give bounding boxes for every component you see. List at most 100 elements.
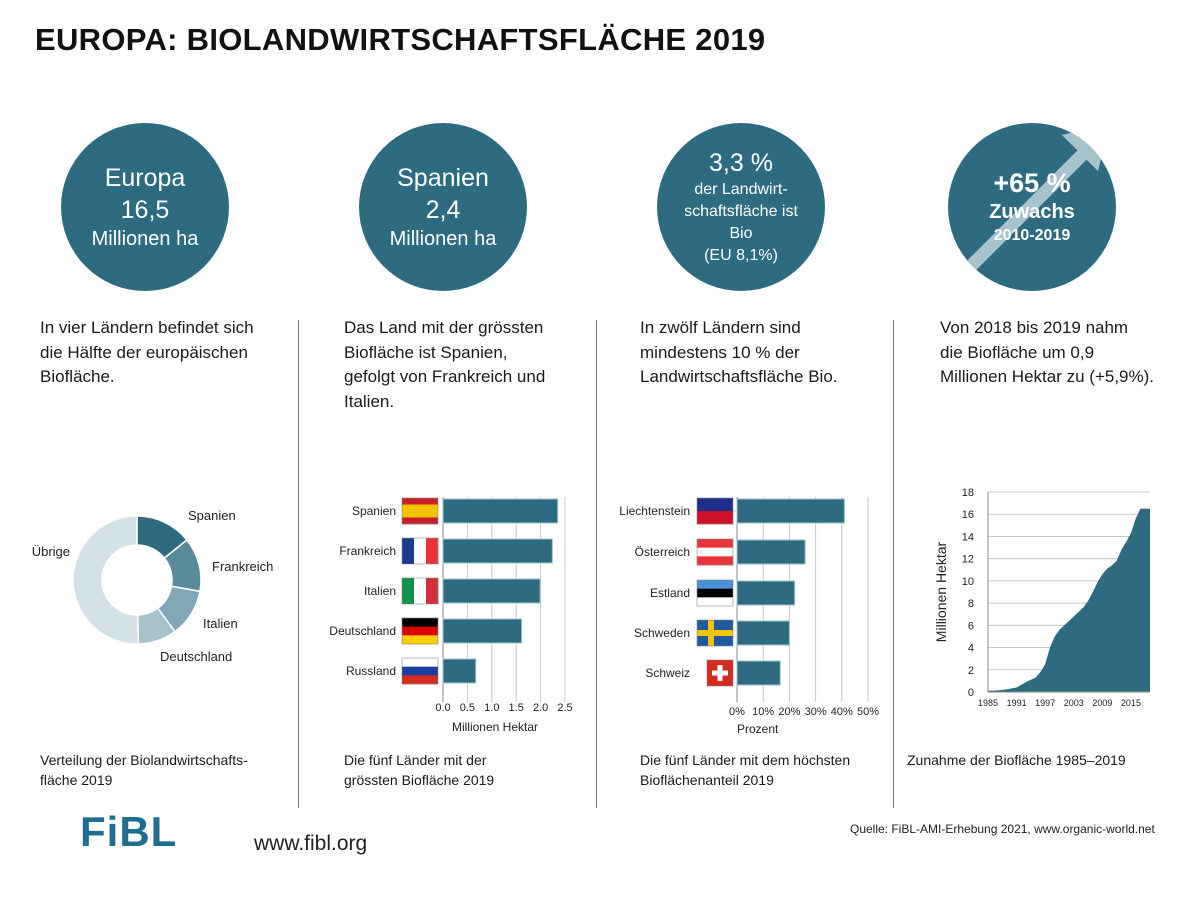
bar-schweden: [736, 620, 790, 646]
bar-frankreich: [442, 538, 553, 564]
bar-italien: [442, 578, 541, 604]
circle-unit: Millionen ha: [91, 228, 199, 250]
flag-liechtenstein-icon: [696, 497, 734, 525]
x-tick-label: 50%: [857, 706, 879, 718]
circle-text: schaftsfläche ist: [684, 203, 798, 220]
category-label: Schweden: [634, 626, 690, 640]
stat-circle-europe: Europa 16,5 Millionen ha: [61, 123, 229, 291]
category-label: Liechtenstein: [619, 504, 690, 518]
y-tick-label: 4: [968, 643, 974, 655]
x-tick-label: 40%: [831, 706, 853, 718]
donut-label: Italien: [203, 616, 238, 631]
circle-text: der Landwirt-: [694, 181, 788, 198]
stat-circle-growth: +65 % Zuwachs 2010-2019: [948, 123, 1116, 291]
circle-label: Spanien: [397, 164, 489, 192]
x-tick-label: 2015: [1121, 698, 1141, 708]
circle-text: Bio: [729, 225, 753, 242]
x-axis-title: Millionen Hektar: [452, 720, 538, 734]
bar-estland: [736, 580, 796, 606]
y-tick-label: 18: [962, 487, 974, 499]
stat-circle-share: 3,3 % der Landwirt- schaftsfläche ist Bi…: [657, 123, 825, 291]
description-4: Von 2018 bis 2019 nahm die Biofläche um …: [940, 318, 1155, 386]
x-tick-label: 2.0: [533, 702, 548, 714]
flag-russland-icon: [401, 657, 439, 685]
donut-label: Spanien: [188, 508, 236, 523]
x-tick-label: 1.0: [484, 702, 499, 714]
x-tick-label: 1.5: [509, 702, 524, 714]
category-label: Deutschland: [329, 624, 396, 638]
description-2: Das Land mit der grössten Biofläche ist …: [344, 318, 546, 411]
category-label: Russland: [346, 664, 396, 678]
circle-value: 16,5: [120, 196, 170, 224]
y-tick-label: 12: [962, 554, 974, 566]
x-tick-label: 10%: [752, 706, 774, 718]
website-link[interactable]: www.fibl.org: [254, 832, 368, 855]
y-tick-label: 14: [962, 531, 974, 543]
donut-label: Frankreich: [212, 559, 273, 574]
area-series: [988, 508, 1150, 692]
x-tick-label: 2.5: [557, 702, 572, 714]
circle-label: Europa: [104, 164, 186, 192]
circle-text: (EU 8,1%): [704, 247, 778, 264]
bar-russland: [442, 658, 477, 684]
donut-label: Deutschland: [160, 649, 232, 664]
column-divider: [298, 320, 299, 808]
x-tick-label: 1985: [978, 698, 998, 708]
flag-italien-icon: [401, 577, 439, 605]
category-label: Estland: [650, 586, 690, 600]
x-tick-label: 0.0: [435, 702, 450, 714]
caption-bar-area: Die fünf Länder mit der grössten Biofläc…: [344, 752, 495, 788]
bar-liechtenstein: [736, 498, 845, 524]
category-label: Spanien: [352, 504, 396, 518]
circle-period: 2010-2019: [993, 227, 1071, 244]
category-label: Schweiz: [645, 666, 690, 680]
flag-österreich-icon: [696, 538, 734, 566]
circle-value: 2,4: [425, 196, 461, 224]
category-label: Frankreich: [339, 544, 396, 558]
flag-schweiz-icon: [706, 659, 734, 687]
flag-spanien-icon: [401, 497, 439, 525]
y-tick-label: 10: [962, 576, 974, 588]
y-tick-label: 2: [968, 665, 974, 677]
category-label: Italien: [364, 584, 396, 598]
column-divider: [893, 320, 894, 808]
flag-deutschland-icon: [401, 617, 439, 645]
category-label: Österreich: [635, 545, 690, 559]
circle-label: Zuwachs: [989, 201, 1075, 223]
x-tick-label: 1997: [1035, 698, 1055, 708]
bar-schweiz: [736, 660, 781, 686]
y-tick-label: 0: [968, 687, 974, 699]
bar-spanien: [442, 498, 559, 524]
y-tick-label: 8: [968, 598, 974, 610]
caption-bar-share: Die fünf Länder mit dem höchsten Biofläc…: [640, 752, 851, 788]
circle-value: 3,3 %: [709, 149, 773, 177]
fibl-logo: FiBL: [80, 808, 178, 855]
description-3: In zwölf Ländern sind mindestens 10 % de…: [640, 318, 838, 386]
caption-donut: Verteilung der Biolandwirtschafts-fläche…: [40, 752, 248, 788]
x-tick-label: 30%: [805, 706, 827, 718]
caption-area: Zunahme der Biofläche 1985–2019: [907, 752, 1126, 768]
source-note: Quelle: FiBL-AMI-Erhebung 2021, www.orga…: [850, 822, 1155, 836]
column-divider: [596, 320, 597, 808]
x-tick-label: 0%: [729, 706, 745, 718]
donut-label: Übrige: [32, 544, 70, 559]
y-tick-label: 6: [968, 620, 974, 632]
stat-circle-spain: Spanien 2,4 Millionen ha: [359, 123, 527, 291]
page-title: EUROPA: BIOLANDWIRTSCHAFTSFLÄCHE 2019: [35, 22, 766, 57]
donut-slice-übrige: [72, 515, 140, 645]
circle-unit: Millionen ha: [389, 228, 497, 250]
x-tick-label: 2003: [1064, 698, 1084, 708]
flag-frankreich-icon: [401, 537, 439, 565]
circle-value: +65 %: [993, 168, 1071, 198]
bar-deutschland: [442, 618, 523, 644]
y-axis-title: Millionen Hektar: [933, 541, 949, 642]
growth-arrow-icon: [961, 123, 1110, 276]
flag-schweden-icon: [696, 619, 734, 647]
bar-österreich: [736, 539, 806, 565]
x-tick-label: 0.5: [460, 702, 475, 714]
x-axis-title: Prozent: [737, 722, 779, 736]
flag-estland-icon: [696, 579, 734, 607]
y-tick-label: 16: [962, 509, 974, 521]
x-tick-label: 1991: [1007, 698, 1027, 708]
